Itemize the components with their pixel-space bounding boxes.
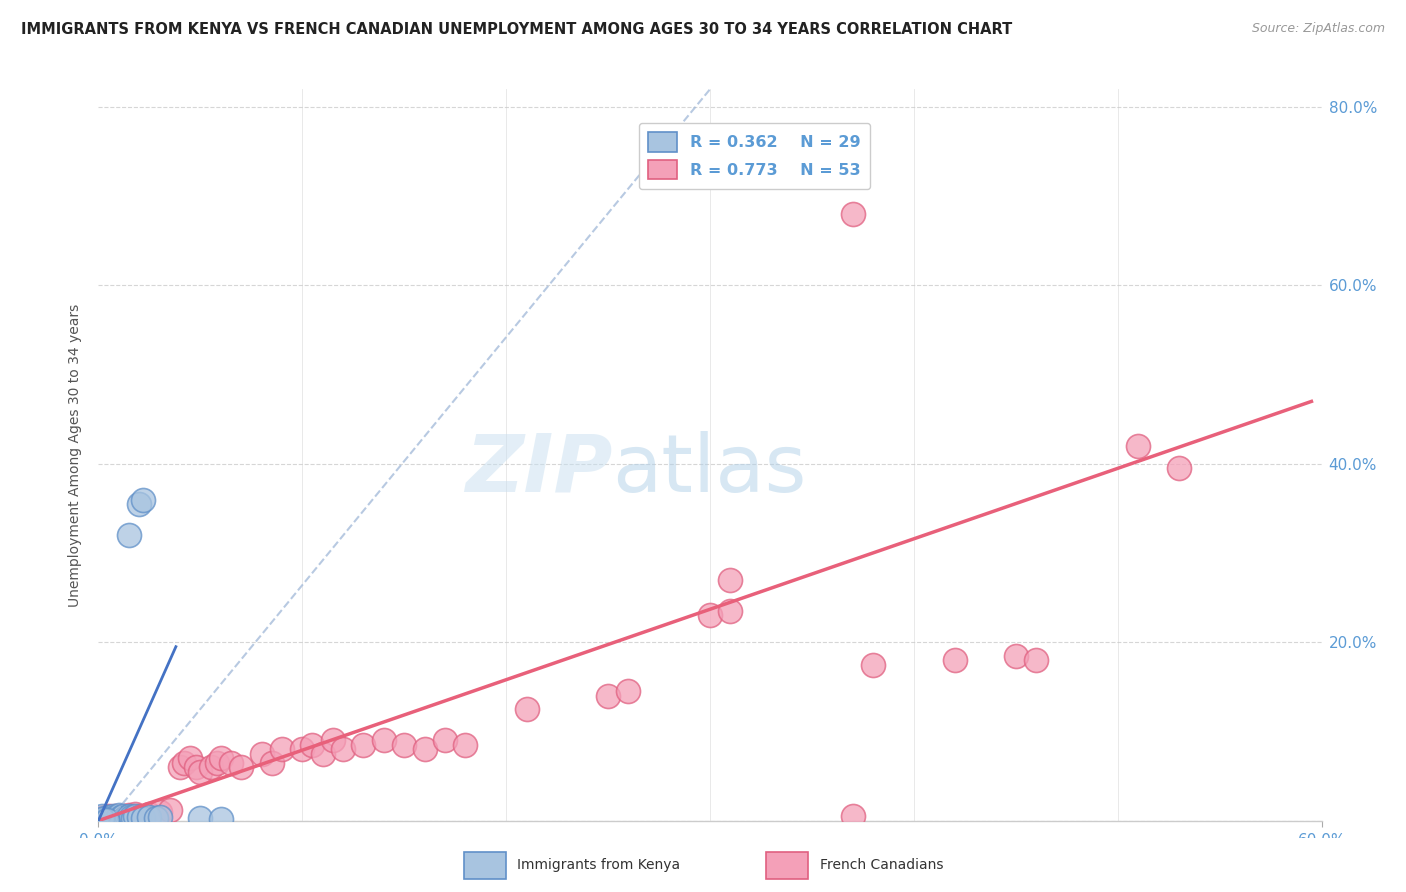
Point xyxy=(260,756,283,770)
Point xyxy=(118,808,141,822)
Point xyxy=(943,653,966,667)
Point xyxy=(101,809,124,823)
Text: Immigrants from Kenya: Immigrants from Kenya xyxy=(517,858,681,872)
Point xyxy=(132,811,155,825)
Point xyxy=(188,811,212,825)
Point xyxy=(205,756,228,770)
Point xyxy=(1128,439,1150,453)
Point xyxy=(132,492,155,507)
Point xyxy=(699,608,721,623)
Point xyxy=(149,810,172,824)
Point xyxy=(188,764,212,779)
Point xyxy=(454,738,477,752)
Text: IMMIGRANTS FROM KENYA VS FRENCH CANADIAN UNEMPLOYMENT AMONG AGES 30 TO 34 YEARS : IMMIGRANTS FROM KENYA VS FRENCH CANADIAN… xyxy=(21,22,1012,37)
Text: French Canadians: French Canadians xyxy=(820,858,943,872)
Point xyxy=(96,812,118,826)
Point xyxy=(1004,648,1026,663)
Point xyxy=(114,811,136,825)
Point xyxy=(250,747,273,761)
Point xyxy=(1167,461,1189,475)
Point xyxy=(93,811,115,825)
Point xyxy=(138,806,160,821)
Point xyxy=(97,809,120,823)
Y-axis label: Unemployment Among Ages 30 to 34 years: Unemployment Among Ages 30 to 34 years xyxy=(69,303,83,607)
Point xyxy=(516,702,538,716)
Point xyxy=(111,809,134,823)
Point xyxy=(91,811,114,825)
Point xyxy=(231,760,253,774)
Point xyxy=(104,809,127,823)
Point xyxy=(159,803,181,817)
Point xyxy=(322,733,344,747)
Point xyxy=(122,811,145,825)
Point xyxy=(145,811,167,825)
Point xyxy=(118,528,141,542)
Point xyxy=(173,756,195,770)
Point xyxy=(115,810,138,824)
Point xyxy=(91,809,114,823)
Point xyxy=(128,809,150,823)
Point xyxy=(93,810,115,824)
Point xyxy=(598,689,620,703)
Point xyxy=(91,812,114,826)
Point xyxy=(100,811,122,825)
Point xyxy=(200,760,222,774)
Point xyxy=(104,810,127,824)
Point xyxy=(332,742,354,756)
Point xyxy=(312,747,335,761)
Text: atlas: atlas xyxy=(612,431,807,508)
Point xyxy=(720,573,742,587)
Point xyxy=(186,760,208,774)
Point xyxy=(179,751,201,765)
Point xyxy=(219,756,242,770)
Text: ZIP: ZIP xyxy=(465,431,612,508)
Point xyxy=(413,742,436,756)
Point xyxy=(108,810,131,824)
Point xyxy=(105,811,128,825)
Point xyxy=(128,810,150,824)
Point xyxy=(270,742,294,756)
Point xyxy=(101,811,124,825)
Point xyxy=(352,738,374,752)
Point xyxy=(111,809,134,823)
Point xyxy=(100,810,122,824)
Point xyxy=(128,497,150,511)
Point xyxy=(97,810,120,824)
Point xyxy=(392,738,416,752)
Point xyxy=(118,809,141,823)
Point xyxy=(149,805,172,819)
Point xyxy=(1025,653,1047,667)
Point xyxy=(862,657,884,672)
Point xyxy=(96,811,118,825)
Text: Source: ZipAtlas.com: Source: ZipAtlas.com xyxy=(1251,22,1385,36)
Point xyxy=(841,809,863,823)
Point xyxy=(169,760,191,774)
Point xyxy=(124,807,146,822)
Point xyxy=(96,813,118,827)
Point xyxy=(108,808,131,822)
Point xyxy=(110,810,132,824)
Point xyxy=(434,733,457,747)
Point xyxy=(373,733,395,747)
Point xyxy=(124,809,146,823)
Point xyxy=(209,812,232,826)
Point xyxy=(138,810,160,824)
Point xyxy=(291,742,314,756)
Legend: R = 0.362    N = 29, R = 0.773    N = 53: R = 0.362 N = 29, R = 0.773 N = 53 xyxy=(638,123,870,189)
Point xyxy=(841,207,863,221)
FancyBboxPatch shape xyxy=(766,852,808,879)
Point xyxy=(120,810,142,824)
FancyBboxPatch shape xyxy=(464,852,506,879)
Point xyxy=(720,604,742,618)
Point xyxy=(301,738,323,752)
Point xyxy=(617,684,640,698)
Point xyxy=(209,751,232,765)
